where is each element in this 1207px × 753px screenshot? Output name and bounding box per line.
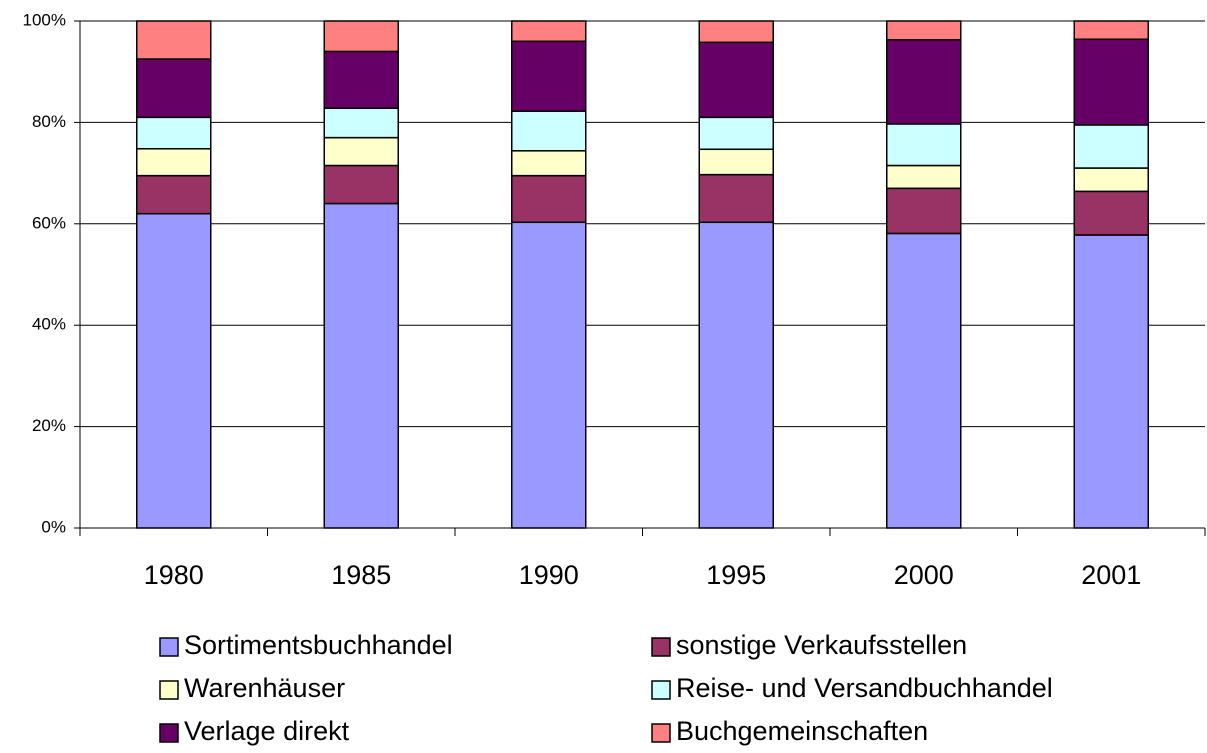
x-tick-label: 2000 [894,560,954,590]
bar-segment [886,39,962,125]
y-tick-label: 40% [32,315,66,334]
x-tick-label: 1995 [706,560,766,590]
bar-segment [698,116,774,151]
bar-segment [323,20,399,53]
bar-segment [1073,38,1149,126]
legend-swatch [159,637,179,657]
x-tick-label: 1980 [144,560,204,590]
bar-segment [1073,234,1149,529]
bar-segment [136,174,212,215]
bar-segment [136,116,212,150]
x-tick-label: 1985 [331,560,391,590]
legend-label: sonstige Verkaufsstellen [676,630,967,660]
bar-segment [323,107,399,139]
legend-swatch [651,680,671,700]
bar-segment [323,164,399,205]
bar-segment [136,212,212,529]
bar-segment [323,202,399,529]
bar-segment [511,40,587,112]
legend-swatch [159,680,179,700]
x-tick-label: 2001 [1081,560,1141,590]
legend-swatch [651,637,671,657]
bar-segment [136,58,212,119]
bar-segment [136,148,212,177]
y-tick-label: 60% [32,213,66,232]
legend-label: Reise- und Versandbuchhandel [676,673,1053,703]
legend-swatch [651,723,671,743]
bar-segment [511,150,587,177]
bar-segment [511,174,587,224]
y-tick-label: 80% [32,112,66,131]
bar-segment [886,187,962,235]
bar-segment [1073,167,1149,193]
bar-segment [698,41,774,119]
bar-segment [1073,124,1149,169]
bar-segment [511,221,587,529]
bar-segment [698,20,774,44]
legend-label: Sortimentsbuchhandel [184,630,453,660]
bar-segment [1073,20,1149,41]
bar-segment [698,173,774,224]
bar-segment [511,110,587,152]
bar-segment [511,20,587,43]
x-tick-label: 1990 [519,560,579,590]
legend-label: Buchgemeinschaften [676,716,928,746]
bar-segment [698,148,774,176]
y-tick-label: 0% [41,517,66,536]
bar-segment [698,221,774,529]
bar-segment [136,20,212,60]
bar-segment [323,50,399,109]
y-tick-label: 20% [32,416,66,435]
bar-segment [323,136,399,167]
bar-segment [886,123,962,167]
bar-segment [886,20,962,41]
y-tick-label: 100% [23,10,66,29]
bar-segment [886,232,962,529]
bar-segment [886,164,962,190]
legend-label: Warenhäuser [184,673,345,703]
bar-segment [1073,190,1149,236]
legend-label: Verlage direkt [184,716,350,746]
legend-swatch [159,723,179,743]
